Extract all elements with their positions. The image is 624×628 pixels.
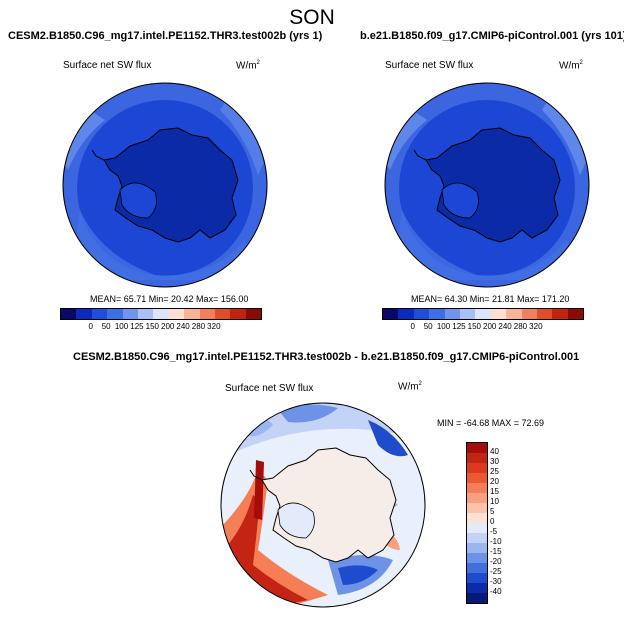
colorbar-swatch — [245, 309, 262, 319]
left-stats: MEAN= 65.71 Min= 20.42 Max= 156.00 — [90, 294, 249, 304]
colorbar-swatch — [398, 309, 414, 319]
colorbar-swatch — [168, 309, 185, 319]
colorbar-swatch — [429, 309, 445, 319]
colorbar-label: -25 — [490, 567, 502, 576]
colorbar-label: 50 — [423, 322, 433, 331]
colorbar-swatch — [467, 513, 487, 523]
colorbar-label: 0 — [410, 322, 415, 331]
colorbar-label: 40 — [490, 447, 499, 456]
colorbar-label: 100 — [436, 322, 451, 331]
colorbar-swatch — [76, 309, 92, 319]
colorbar-swatch — [467, 453, 487, 463]
colorbar-swatch — [467, 553, 487, 563]
colorbar-label: -5 — [490, 527, 498, 536]
colorbar-swatch — [467, 503, 487, 513]
colorbar-swatch — [467, 443, 487, 453]
colorbar-swatch — [444, 309, 460, 319]
colorbar-label: 25 — [490, 467, 499, 476]
colorbar-swatch — [536, 309, 553, 319]
colorbar-swatch — [467, 533, 487, 543]
colorbar-label: 100 — [114, 322, 129, 331]
right-units-label: W/m2 — [559, 60, 583, 72]
diff-polar-map — [220, 402, 426, 608]
colorbar-swatch — [122, 309, 138, 319]
left-colorbar — [60, 308, 262, 320]
colorbar-swatch — [467, 543, 487, 553]
colorbar-label: 0 — [88, 322, 93, 331]
colorbar-swatch — [153, 309, 169, 319]
colorbar-swatch — [459, 309, 476, 319]
colorbar-label: 50 — [101, 322, 111, 331]
colorbar-label: -10 — [490, 537, 502, 546]
left-colorbar-labels: 0 50 100 125 150 200 240 280 320 — [60, 322, 260, 332]
colorbar-label: 15 — [490, 487, 499, 496]
colorbar-label: 150 — [467, 322, 481, 331]
diff-stats: MIN = -64.68 MAX = 72.69 — [437, 418, 545, 428]
colorbar-swatch — [230, 309, 246, 319]
right-variable-label: Surface net SW flux — [385, 60, 474, 71]
colorbar-swatch — [413, 309, 430, 319]
colorbar-label: -30 — [490, 577, 502, 586]
colorbar-label: 10 — [490, 497, 499, 506]
colorbar-label: 30 — [490, 457, 499, 466]
colorbar-label: 20 — [490, 477, 499, 486]
colorbar-swatch — [467, 473, 487, 483]
colorbar-swatch — [467, 593, 487, 603]
right-stats: MEAN= 64.30 Min= 21.81 Max= 171.20 — [411, 294, 570, 304]
colorbar-swatch — [214, 309, 231, 319]
colorbar-label: -15 — [490, 547, 502, 556]
colorbar-label: 5 — [490, 507, 495, 516]
colorbar-swatch — [467, 483, 487, 493]
diff-variable-label: Surface net SW flux — [225, 383, 314, 394]
colorbar-swatch — [490, 309, 507, 319]
right-colorbar-labels: 0 50 100 125 150 200 240 280 320 — [382, 322, 582, 332]
colorbar-label: 0 — [490, 517, 495, 526]
colorbar-swatch — [475, 309, 491, 319]
colorbar-swatch — [521, 309, 537, 319]
colorbar-label: 280 — [191, 322, 206, 331]
colorbar-swatch — [61, 309, 77, 319]
colorbar-swatch — [506, 309, 522, 319]
diff-colorbar-labels: 40 30 25 20 15 10 5 0 -5 -10 -15 -20 -25 -30 -40 — [490, 442, 520, 628]
colorbar-swatch — [91, 309, 108, 319]
colorbar-swatch — [199, 309, 215, 319]
figure-title: SON — [289, 6, 335, 29]
colorbar-swatch — [552, 309, 568, 319]
colorbar-swatch — [184, 309, 200, 319]
right-polar-map — [384, 82, 590, 288]
right-colorbar — [382, 308, 584, 320]
colorbar-swatch — [107, 309, 123, 319]
colorbar-swatch — [467, 523, 487, 533]
left-units-label: W/m2 — [236, 60, 260, 72]
colorbar-label: 150 — [145, 322, 159, 331]
colorbar-label: 240 — [498, 322, 512, 331]
colorbar-label: 125 — [130, 322, 144, 331]
diff-colorbar — [466, 442, 488, 604]
colorbar-swatch — [467, 583, 487, 593]
left-polar-map — [62, 82, 268, 288]
colorbar-label: 280 — [513, 322, 528, 331]
colorbar-swatch — [467, 463, 487, 473]
colorbar-label: -20 — [490, 557, 502, 566]
colorbar-label: 200 — [161, 322, 175, 331]
colorbar-label: 200 — [483, 322, 497, 331]
colorbar-swatch — [467, 573, 487, 583]
diff-case-title: CESM2.B1850.C96_mg17.intel.PE1152.THR3.t… — [73, 351, 580, 363]
colorbar-swatch — [467, 493, 487, 503]
colorbar-label: 125 — [452, 322, 466, 331]
diff-units-label: W/m2 — [398, 381, 422, 393]
colorbar-label: 320 — [529, 322, 543, 331]
colorbar-label: 240 — [176, 322, 190, 331]
colorbar-swatch — [567, 309, 584, 319]
left-case-title: CESM2.B1850.C96_mg17.intel.PE1152.THR3.t… — [8, 30, 323, 42]
left-variable-label: Surface net SW flux — [63, 60, 152, 71]
colorbar-label: 320 — [207, 322, 221, 331]
right-case-title: b.e21.B1850.f09_g17.CMIP6-piControl.001 … — [360, 30, 624, 42]
colorbar-swatch — [137, 309, 154, 319]
colorbar-swatch — [467, 563, 487, 573]
colorbar-label: -40 — [490, 587, 502, 596]
colorbar-swatch — [383, 309, 399, 319]
